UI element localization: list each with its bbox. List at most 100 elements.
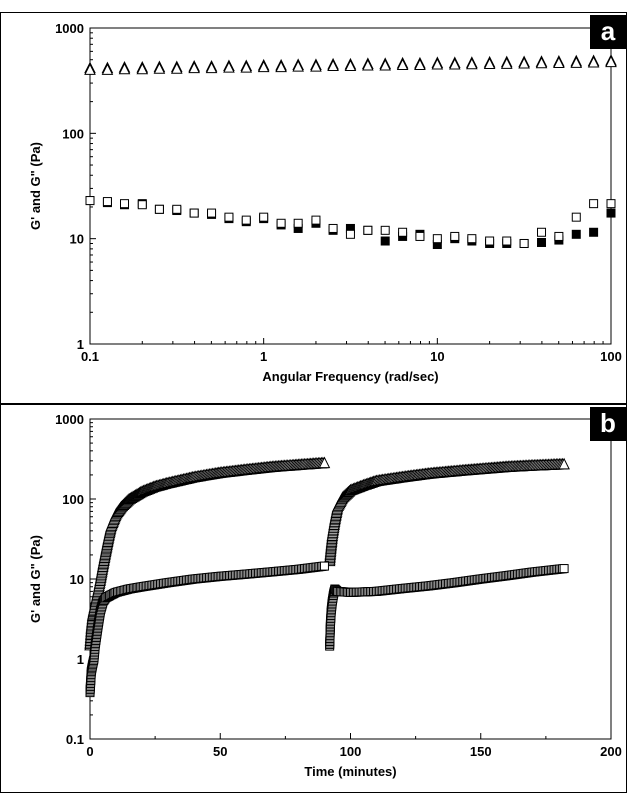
y-tick-label: 1000 [55, 21, 84, 36]
data-point [223, 61, 235, 73]
data-point [292, 59, 304, 72]
data-point [519, 238, 529, 248]
data-point [605, 55, 617, 68]
y-tick-label: 1000 [55, 412, 84, 427]
data-point [380, 225, 390, 235]
chart-b: 0.1 1 10 100 1000 0 50 100 150 200 Time (minutes) G… [28, 407, 626, 779]
x-axis-label: Angular Frequency (rad/sec) [262, 369, 438, 384]
data-point [448, 57, 461, 70]
data-group [84, 456, 570, 698]
panel-a: 1 10 100 1000 0.1 1 10 100 Angular Frequency (ra… [0, 12, 627, 404]
data-point [102, 197, 112, 207]
data-point [518, 56, 530, 69]
data-point [327, 59, 339, 72]
data-point [589, 199, 599, 209]
panel-badge [590, 407, 626, 441]
x-tick-label: 10 [430, 349, 444, 364]
data-point [276, 218, 286, 228]
panel-badge [590, 15, 626, 49]
x-tick-label: 150 [470, 744, 492, 759]
panel-label: a [601, 16, 616, 46]
data-point [328, 223, 338, 233]
data-point [396, 58, 409, 71]
panel-b: 0.1 1 10 100 1000 0 50 100 150 200 Time (minutes) G… [0, 404, 627, 793]
data-point [483, 57, 496, 70]
y-tick-label: 100 [62, 126, 84, 141]
data-point [153, 62, 166, 74]
data-point [362, 58, 374, 71]
x-tick-label: 100 [600, 349, 622, 364]
x-tick-label: 1 [260, 349, 267, 364]
data-point [207, 208, 217, 218]
data-point [85, 196, 95, 206]
data-point [241, 215, 251, 225]
data-point [571, 212, 581, 222]
y-tick-label: 100 [62, 492, 84, 507]
y-axis-label: G' and G" (Pa) [28, 535, 43, 623]
x-tick-label: 0 [86, 744, 93, 759]
data-point [535, 56, 548, 69]
data-point [554, 231, 564, 241]
plot-frame [89, 27, 612, 345]
data-point [558, 457, 570, 470]
data-point [589, 227, 599, 237]
data-point [559, 564, 569, 574]
data-point [485, 236, 495, 246]
data-point [205, 61, 218, 74]
data-point [570, 56, 583, 68]
data-point [189, 208, 199, 218]
data-point [500, 57, 513, 69]
y-tick-label: 10 [70, 572, 84, 587]
y-tick-label: 1 [77, 652, 84, 667]
data-point [101, 63, 114, 75]
data-point [537, 237, 547, 247]
data-point [172, 204, 182, 214]
data-point [118, 62, 131, 75]
data-group [84, 54, 617, 250]
data-point [571, 229, 581, 239]
panel-label: b [600, 408, 616, 438]
data-point [84, 63, 96, 75]
data-point [450, 231, 460, 241]
data-point [431, 57, 444, 70]
x-tick-label: 50 [213, 744, 227, 759]
data-point [466, 57, 478, 70]
data-point [257, 60, 270, 73]
data-point [344, 59, 357, 72]
data-point [502, 236, 512, 246]
data-point [606, 199, 616, 209]
data-point [137, 200, 147, 210]
data-point [240, 61, 253, 73]
x-tick-label: 0.1 [81, 349, 99, 364]
y-axis-label: G' and G" (Pa) [28, 142, 43, 230]
data-point [311, 215, 321, 225]
data-point [310, 59, 322, 72]
x-tick-label: 200 [600, 744, 622, 759]
data-point [587, 55, 600, 68]
x-tick-label: 100 [340, 744, 362, 759]
data-point [363, 225, 373, 235]
x-axis-label: Time (minutes) [304, 764, 396, 779]
data-point [259, 212, 269, 222]
data-point [432, 234, 442, 244]
data-point [379, 58, 392, 71]
y-tick-label: 0.1 [66, 732, 84, 747]
data-point [293, 218, 303, 228]
y-tick-label: 1 [77, 337, 84, 352]
data-point [537, 227, 547, 237]
data-point [224, 212, 234, 222]
data-point [188, 61, 200, 74]
data-point [606, 208, 616, 218]
data-point [415, 231, 425, 241]
data-point [275, 60, 287, 73]
data-point [380, 236, 390, 246]
data-point [467, 234, 477, 244]
y-tick-label: 10 [70, 232, 84, 247]
data-point [319, 561, 329, 571]
data-point [136, 62, 149, 75]
data-point [414, 58, 426, 71]
data-point [170, 62, 183, 74]
data-point [120, 199, 130, 209]
data-point [553, 56, 565, 69]
